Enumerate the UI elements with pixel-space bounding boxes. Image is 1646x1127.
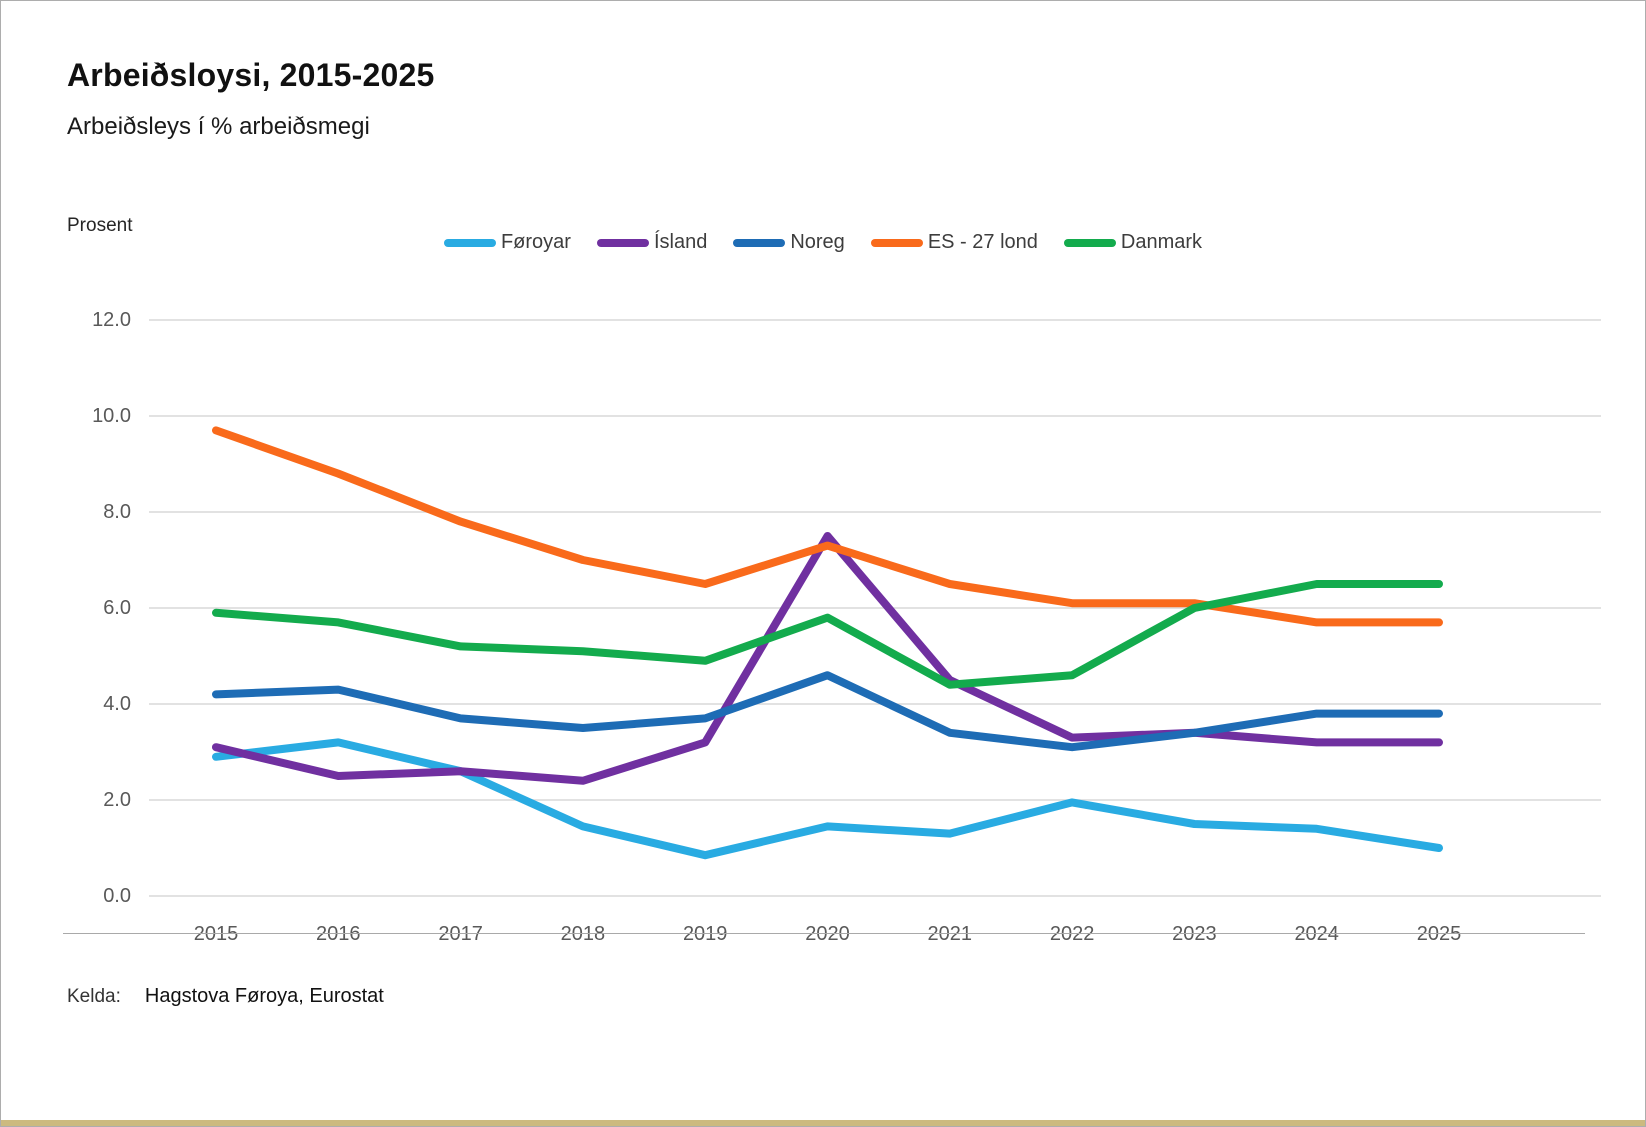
footer: Kelda: Hagstova Føroya, Eurostat	[67, 985, 384, 1008]
legend-item-Noreg[interactable]: Noreg	[733, 231, 845, 254]
x-tick-label-2018: 2018	[560, 923, 606, 945]
y-tick-label-10.0: 10.0	[92, 405, 131, 427]
x-tick-label-2024: 2024	[1294, 923, 1339, 945]
chart-subtitle: Arbeiðsleys í % arbeiðsmegi	[67, 113, 370, 140]
x-tick-label-2023: 2023	[1172, 923, 1217, 945]
x-tick-label-2025: 2025	[1416, 923, 1462, 945]
x-tick-label-2020: 2020	[805, 923, 850, 945]
series-line-Føroyar	[212, 738, 1443, 860]
x-tick-label-2019: 2019	[682, 923, 728, 945]
x-tick-label-2016: 2016	[316, 923, 361, 945]
legend-item-Føroyar[interactable]: Føroyar	[443, 231, 571, 254]
legend-swatch-ES - 27 lond	[870, 238, 923, 247]
source-value: Hagstova Føroya, Eurostat	[144, 985, 384, 1007]
source-label: Kelda:	[67, 986, 121, 1007]
legend-swatch-Føroyar	[443, 238, 496, 247]
legend-item-Ísland[interactable]: Ísland	[596, 231, 708, 254]
legend-label-ES - 27 lond: ES - 27 lond	[927, 231, 1038, 253]
legend: Føroyar Ísland Noreg ES - 27 lond Danmark	[1, 231, 1645, 254]
y-tick-label-4.0: 4.0	[103, 693, 131, 715]
series-line-Danmark	[212, 580, 1443, 689]
legend-swatch-Ísland	[596, 238, 649, 247]
series-line-Noreg	[212, 671, 1443, 752]
gridlines	[149, 319, 1601, 897]
legend-label-Føroyar: Føroyar	[500, 231, 571, 253]
y-tick-label-12.0: 12.0	[92, 309, 131, 331]
legend-label-Danmark: Danmark	[1120, 231, 1203, 253]
series-lines	[212, 426, 1443, 860]
x-tick-label-2021: 2021	[927, 923, 973, 945]
legend-item-ES - 27 lond[interactable]: ES - 27 lond	[870, 231, 1038, 254]
y-tick-label-2.0: 2.0	[103, 789, 131, 811]
legend-swatch-Danmark	[1063, 238, 1116, 247]
series-line-ES - 27 lond	[212, 426, 1443, 627]
y-tick-label-8.0: 8.0	[103, 501, 131, 523]
footer-divider	[63, 933, 1585, 934]
bottom-accent-strip	[1, 1120, 1645, 1126]
chart-title: Arbeiðsloysi, 2015-2025	[67, 57, 435, 93]
x-tick-label-2017: 2017	[438, 923, 483, 945]
legend-label-Ísland: Ísland	[653, 231, 708, 253]
y-tick-label-6.0: 6.0	[103, 597, 131, 619]
legend-swatch-Noreg	[733, 238, 786, 247]
x-tick-label-2015: 2015	[193, 923, 239, 945]
legend-label-Noreg: Noreg	[790, 231, 845, 253]
y-tick-label-0.0: 0.0	[103, 885, 131, 907]
y-axis-title: Prosent	[67, 215, 133, 236]
x-tick-label-2022: 2022	[1049, 923, 1095, 945]
legend-item-Danmark[interactable]: Danmark	[1063, 231, 1203, 254]
series-line-Ísland	[212, 532, 1443, 785]
